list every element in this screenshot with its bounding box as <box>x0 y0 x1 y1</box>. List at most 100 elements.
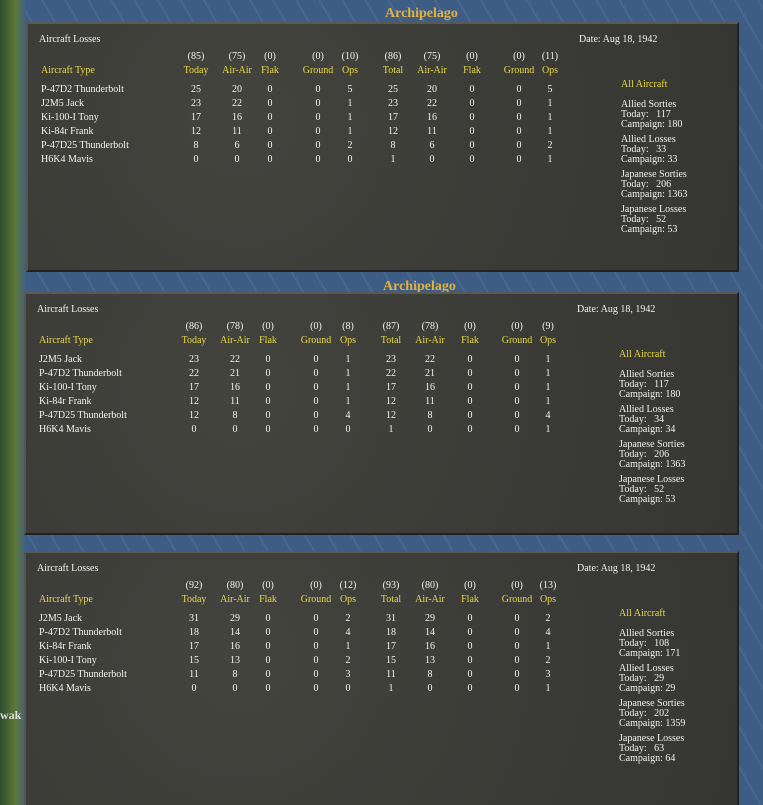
cell: 16 <box>232 112 242 123</box>
summary-label: Japanese Sorties <box>619 698 685 709</box>
cell: 23 <box>386 354 396 365</box>
cell: 0 <box>234 154 240 165</box>
cell: 11 <box>427 126 437 137</box>
aircraft-name: H6K4 Mavis <box>39 424 91 435</box>
cell: 25 <box>388 84 398 95</box>
aircraft-name: J2M5 Jack <box>39 613 83 624</box>
summary-campaign: Campaign: 1359 <box>619 718 686 729</box>
cell: 6 <box>429 140 435 151</box>
cell: 12 <box>189 396 199 407</box>
cell: 0 <box>427 424 433 435</box>
column-header: Today <box>183 65 209 76</box>
column-header: Aircraft Type <box>41 65 95 76</box>
cell: 0 <box>516 84 522 95</box>
column-header: Ops <box>539 594 557 605</box>
cell: 0 <box>191 683 197 694</box>
cell: 0 <box>313 613 319 624</box>
column-header: Air-Air <box>220 335 250 346</box>
cell: 0 <box>429 154 435 165</box>
losses-panel: Aircraft Losses Date: Aug 18, 1942 (85) (75… <box>26 22 739 272</box>
cell: 0 <box>469 112 475 123</box>
cell: 0 <box>313 683 319 694</box>
total-count: (8) <box>342 321 354 332</box>
cell: 0 <box>347 154 353 165</box>
cell: 18 <box>386 627 396 638</box>
cell: 17 <box>386 641 396 652</box>
cell: 15 <box>189 655 199 666</box>
total-count: (0) <box>264 51 276 62</box>
summary-campaign: Campaign: 53 <box>619 494 676 505</box>
summary-campaign: Campaign: 1363 <box>621 189 688 200</box>
cell: 21 <box>425 368 435 379</box>
cell: 4 <box>345 627 351 638</box>
cell: 2 <box>345 655 351 666</box>
cell: 0 <box>313 368 319 379</box>
cell: 0 <box>313 655 319 666</box>
cell: 1 <box>347 112 353 123</box>
cell: 0 <box>313 641 319 652</box>
aircraft-name: P-47D25 Thunderbolt <box>39 410 127 421</box>
total-count: (75) <box>228 51 246 62</box>
summary-today: Today: 202 <box>619 708 670 719</box>
cell: 0 <box>469 154 475 165</box>
column-header: Ground <box>501 594 533 605</box>
cell: 0 <box>345 683 351 694</box>
cell: 11 <box>230 396 240 407</box>
cell: 1 <box>388 683 394 694</box>
cell: 5 <box>347 84 353 95</box>
cell: 0 <box>313 627 319 638</box>
cell: 0 <box>265 655 271 666</box>
cell: 16 <box>425 641 435 652</box>
column-header: Air-Air <box>417 65 447 76</box>
losses-panel: Aircraft Losses Date: Aug 18, 1942 (86) (78… <box>24 292 739 535</box>
column-header: Aircraft Type <box>39 594 93 605</box>
cell: 0 <box>267 126 273 137</box>
column-header: Today <box>181 594 207 605</box>
cell: 22 <box>386 368 396 379</box>
cell: 0 <box>232 683 238 694</box>
cell: 1 <box>545 368 551 379</box>
cell: 0 <box>469 126 475 137</box>
summary-label: Allied Sorties <box>621 99 677 110</box>
cell: 17 <box>191 112 201 123</box>
cell: 12 <box>191 126 201 137</box>
column-header: Ops <box>339 335 357 346</box>
cell: 0 <box>265 382 271 393</box>
cell: 0 <box>516 112 522 123</box>
summary-today: Today: 52 <box>619 484 665 495</box>
cell: 8 <box>427 669 433 680</box>
cell: 1 <box>545 641 551 652</box>
cell: 17 <box>189 641 199 652</box>
panel-title: Aircraft Losses <box>37 563 99 574</box>
aircraft-name: P-47D2 Thunderbolt <box>41 84 124 95</box>
date: Date: Aug 18, 1942 <box>577 563 656 574</box>
summary-label: Allied Sorties <box>619 369 675 380</box>
summary-label: Japanese Losses <box>619 474 685 485</box>
cell: 0 <box>265 410 271 421</box>
summary-label: Japanese Sorties <box>621 169 687 180</box>
cell: 0 <box>427 683 433 694</box>
cell: 11 <box>232 126 242 137</box>
cell: 0 <box>516 140 522 151</box>
column-header: Air-Air <box>220 594 250 605</box>
cell: 16 <box>425 382 435 393</box>
cell: 0 <box>514 424 520 435</box>
cell: 0 <box>232 424 238 435</box>
column-header: Flak <box>463 65 481 76</box>
cell: 1 <box>345 354 351 365</box>
cell: 22 <box>427 98 437 109</box>
cell: 22 <box>232 98 242 109</box>
summary-today: Today: 117 <box>621 109 671 120</box>
summary-label: Japanese Losses <box>619 733 685 744</box>
cell: 0 <box>265 613 271 624</box>
map-label: wak <box>0 708 22 722</box>
cell: 1 <box>345 641 351 652</box>
cell: 3 <box>545 669 551 680</box>
summary-campaign: Campaign: 53 <box>621 224 678 235</box>
cell: 1 <box>547 112 553 123</box>
column-header: Ground <box>503 65 535 76</box>
cell: 0 <box>514 396 520 407</box>
cell: 23 <box>191 98 201 109</box>
cell: 1 <box>545 382 551 393</box>
cell: 21 <box>230 368 240 379</box>
